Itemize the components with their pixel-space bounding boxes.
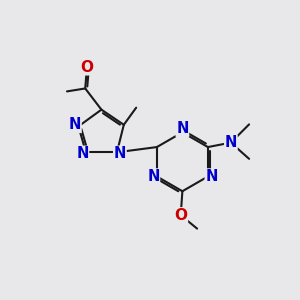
- Text: N: N: [147, 169, 160, 184]
- Text: N: N: [225, 135, 237, 150]
- Text: N: N: [176, 121, 189, 136]
- Text: N: N: [76, 146, 88, 161]
- Text: N: N: [205, 169, 218, 184]
- Text: O: O: [80, 60, 93, 75]
- Text: N: N: [69, 117, 81, 132]
- Text: N: N: [114, 146, 126, 161]
- Text: O: O: [174, 208, 188, 223]
